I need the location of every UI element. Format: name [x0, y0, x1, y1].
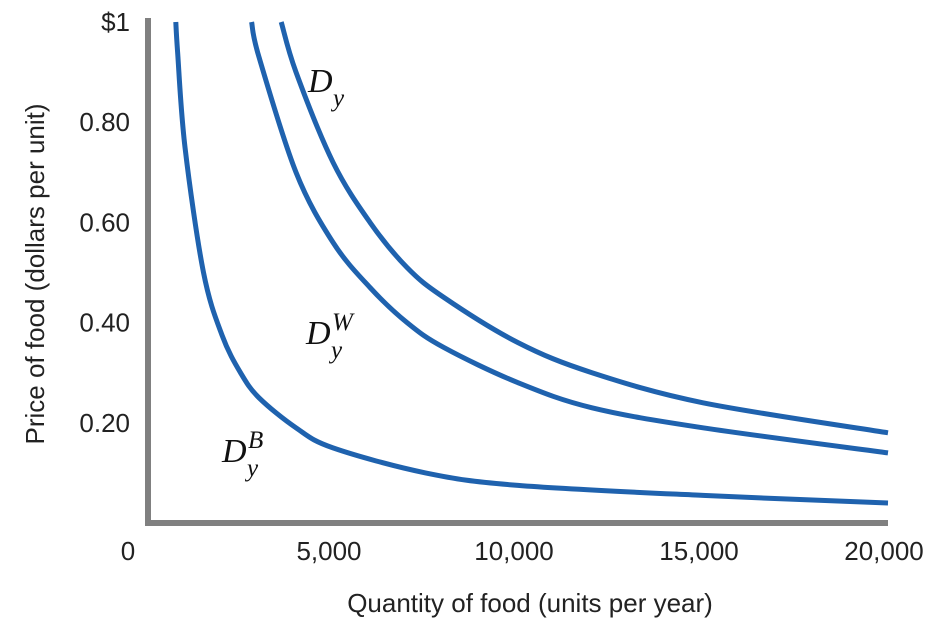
curves [173, 21, 889, 506]
x-tick-label: 15,000 [659, 536, 739, 566]
y-tick-label: 0.20 [79, 408, 130, 438]
svg-text:D: D [221, 433, 247, 470]
y-tick-label: 0.60 [79, 207, 130, 237]
svg-text:B: B [248, 427, 263, 454]
svg-text:D: D [305, 315, 331, 352]
x-tick-label: 10,000 [474, 536, 554, 566]
demand-curve-Dy [278, 21, 889, 436]
y-tick-label: $1 [101, 7, 130, 37]
demand-curve-DyB [173, 21, 889, 506]
y-tick-label: 0.80 [79, 107, 130, 137]
svg-text:y: y [330, 85, 345, 112]
x-tick-label: 5,000 [296, 536, 361, 566]
demand-curve-DyW [249, 21, 889, 456]
svg-text:D: D [307, 63, 333, 100]
svg-text:W: W [332, 309, 355, 336]
x-tick-label: 0 [121, 536, 135, 566]
tick-labels: 0 5,000 10,000 15,000 20,000 $1 0.80 0.60 0.40 0.… [79, 7, 923, 566]
y-tick-label: 0.40 [79, 308, 130, 338]
x-tick-label: 20,000 [844, 536, 924, 566]
x-axis-title: Quantity of food (units per year) [347, 588, 713, 618]
y-axis-title: Price of food (dollars per unit) [20, 103, 50, 444]
svg-text:y: y [244, 455, 259, 482]
svg-text:y: y [328, 337, 343, 364]
axes [145, 18, 888, 526]
